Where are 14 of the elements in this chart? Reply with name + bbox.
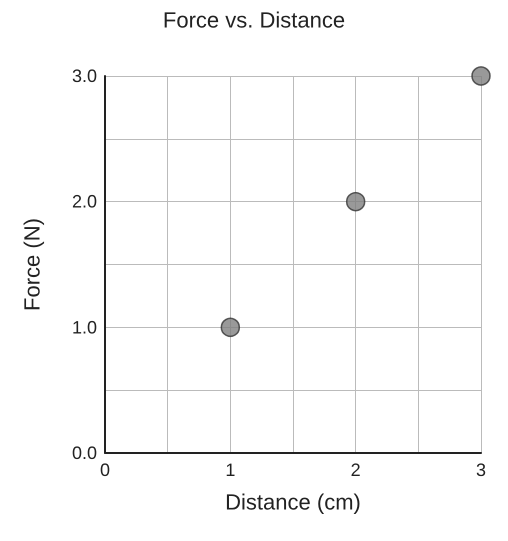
x-tick-label: 2	[350, 460, 361, 480]
point	[346, 192, 366, 212]
y-axis-title: Force (N)	[20, 218, 44, 311]
point	[220, 318, 240, 338]
x-tick-label: 0	[100, 460, 110, 480]
chart-title: Force vs. Distance	[162, 8, 346, 32]
y-tick-label: 3.0	[72, 66, 97, 86]
x-tick-label: 3	[476, 460, 486, 480]
point	[471, 66, 491, 86]
y-tick-label: 1.0	[72, 317, 97, 338]
y-tick-label: 2.0	[72, 192, 97, 212]
y-tick-label: 0.0	[72, 443, 97, 463]
x-axis-title: Distance (cm)	[225, 490, 361, 514]
x-tick-label: 1	[225, 460, 236, 480]
